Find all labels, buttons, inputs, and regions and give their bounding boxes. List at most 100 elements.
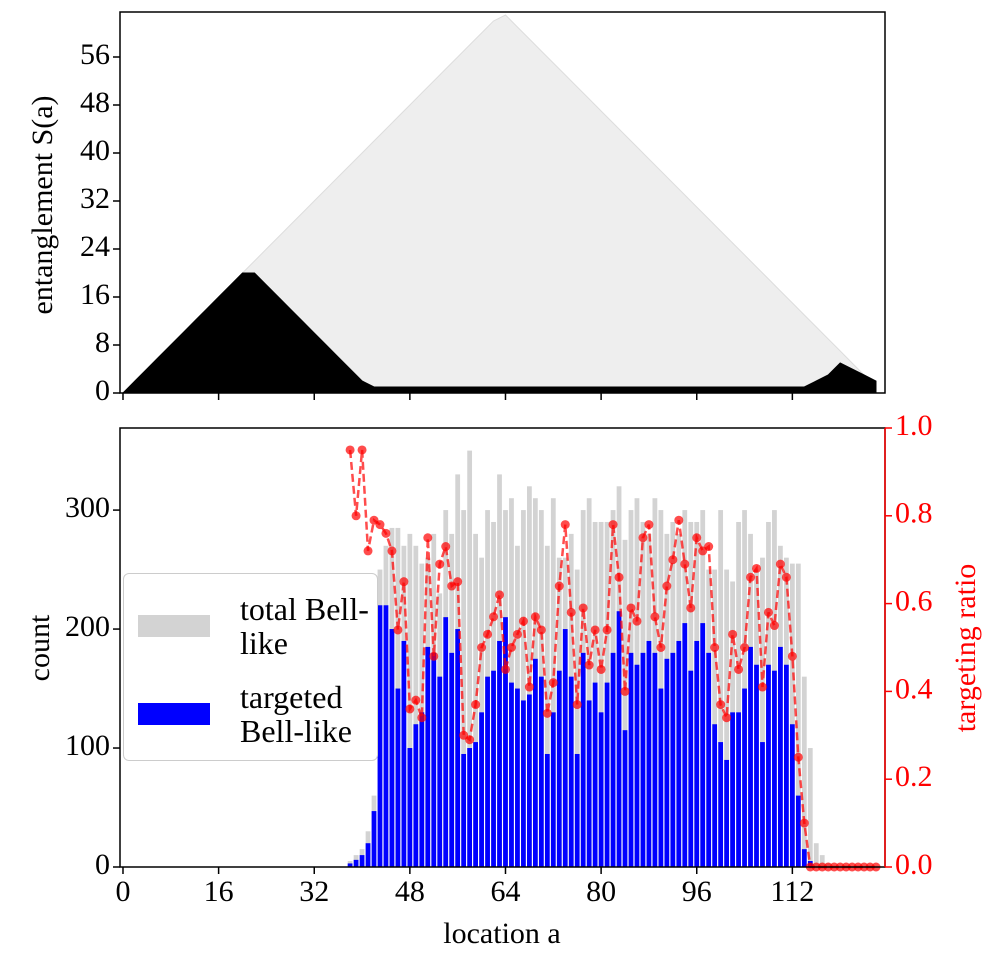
bar	[748, 646, 753, 867]
y-tick-label: 0	[95, 374, 110, 407]
ratio-point	[435, 559, 445, 569]
y-tick-label: 24	[80, 230, 110, 263]
bar	[736, 521, 741, 867]
ratio-point	[662, 581, 672, 591]
y-axis-label: entanglement S(a)	[26, 95, 59, 314]
x-tick-label: 16	[204, 875, 234, 908]
ratio-point	[769, 621, 779, 631]
y2-tick-label: 0.2	[895, 760, 933, 793]
plot-frame	[119, 11, 886, 394]
ratio-point	[638, 533, 648, 543]
ratio-point	[518, 616, 528, 626]
ratio-point	[542, 708, 552, 718]
bar	[413, 545, 419, 867]
bar	[736, 712, 741, 867]
bar	[789, 724, 795, 867]
legend-label: total Bell-like	[240, 591, 369, 661]
ratio-point	[686, 603, 696, 613]
ratio-point	[740, 643, 750, 652]
ratio-point	[399, 577, 409, 587]
y-tick-label: 48	[80, 86, 110, 119]
bar	[712, 724, 718, 867]
y2-tick-label: 0.4	[895, 672, 933, 705]
ratio-point	[471, 700, 481, 710]
ratio-point	[357, 445, 367, 455]
x-axis-label: location a	[443, 917, 560, 950]
ratio-point	[465, 735, 475, 745]
bar	[724, 759, 730, 867]
legend-label: targeted Bell-like	[240, 679, 352, 749]
ratio-point	[375, 520, 385, 530]
bar	[801, 676, 807, 867]
ratio-point	[602, 625, 612, 635]
bar	[760, 742, 765, 867]
bar	[473, 742, 478, 867]
ratio-point	[393, 625, 403, 635]
ratio-point	[746, 572, 756, 582]
x-tick-label: 64	[490, 875, 520, 908]
y-tick-label: 200	[65, 610, 110, 643]
bar	[365, 843, 371, 867]
ratio-point	[620, 686, 630, 696]
ratio-point	[650, 612, 660, 622]
y-tick-label: 0	[95, 848, 110, 881]
ratio-point	[483, 629, 493, 639]
bar	[628, 652, 634, 867]
ratio-point	[453, 577, 463, 587]
bar	[550, 712, 556, 867]
bar	[431, 652, 437, 867]
ratio-point	[716, 700, 726, 710]
ratio-point	[787, 651, 797, 661]
bar	[377, 605, 383, 867]
x-tick-label: 96	[682, 875, 712, 908]
ratio-point	[381, 528, 391, 538]
ratio-point	[584, 660, 594, 670]
bar	[562, 629, 568, 867]
bar	[425, 646, 431, 867]
bar	[772, 670, 777, 867]
bar	[658, 688, 664, 867]
ratio-point	[763, 607, 773, 617]
bar	[479, 712, 484, 867]
bar	[760, 557, 765, 867]
ratio-point	[614, 572, 624, 582]
ratio-point	[417, 713, 427, 723]
ratio-point	[506, 643, 516, 652]
bar	[461, 753, 467, 867]
bar	[556, 670, 562, 867]
bar	[682, 623, 688, 867]
area	[121, 14, 877, 394]
ratio-point	[530, 612, 540, 622]
y-tick-label: 32	[80, 182, 110, 215]
bar	[449, 652, 455, 867]
bar	[401, 640, 407, 867]
y-axis-label: count	[23, 614, 56, 681]
bar	[706, 652, 712, 867]
bar	[795, 563, 801, 867]
bar	[652, 652, 658, 867]
x-tick-label: 0	[115, 875, 130, 908]
ratio-point	[710, 643, 720, 652]
legend: total Bell-like targeted Bell-like	[123, 573, 378, 761]
ratio-point	[757, 682, 767, 692]
bar	[359, 855, 365, 867]
ratio-point	[345, 445, 355, 455]
ratio-point	[411, 695, 421, 705]
ratio-point	[596, 664, 606, 674]
bar	[622, 730, 628, 867]
bar	[443, 617, 449, 867]
bar	[610, 652, 616, 867]
ratio-point	[560, 520, 570, 530]
bar	[778, 646, 783, 867]
ratio-point	[692, 533, 702, 543]
y-tick-label: 300	[65, 491, 110, 524]
ratio-point	[608, 520, 618, 530]
bar	[712, 569, 718, 867]
ratio-point	[722, 713, 732, 723]
bar	[521, 700, 526, 867]
bar	[742, 688, 747, 867]
bar	[509, 682, 514, 867]
y-tick-label: 40	[80, 134, 110, 167]
bar	[521, 510, 526, 867]
bar	[467, 450, 473, 867]
